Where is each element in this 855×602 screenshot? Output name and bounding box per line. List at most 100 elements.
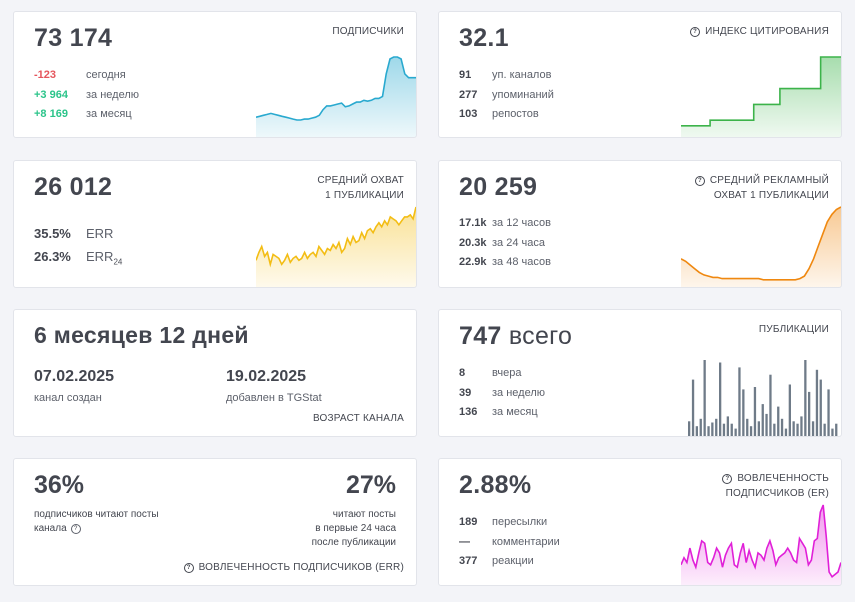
- ad-reach-12h-row: 17.1k за 12 часов: [459, 217, 551, 229]
- err-left-label: подписчиков читают посты канала?: [34, 509, 159, 534]
- reach-caption: средний охват 1 публикации: [317, 175, 404, 201]
- publications-caption: публикации: [758, 324, 829, 335]
- ad-reach-value: 20 259: [459, 173, 538, 201]
- publications-week-row: 39 за неделю: [459, 386, 546, 399]
- chart-bar: [734, 428, 737, 436]
- channel-age-value: 6 месяцев 12 дней: [34, 322, 249, 348]
- chart-bar: [773, 423, 776, 436]
- chart-bar: [800, 416, 803, 436]
- help-icon[interactable]: ?: [70, 524, 81, 534]
- publications-yesterday-row: 8 вчера: [459, 367, 522, 379]
- publications-card[interactable]: 747 всего публикации 8 вчера 39 за неделю …: [438, 309, 842, 437]
- chart-bar: [780, 418, 784, 436]
- publications-bar-chart: [688, 360, 838, 436]
- err-card[interactable]: 36% подписчиков читают посты канала? 27% …: [13, 458, 417, 586]
- chart-bar: [715, 418, 718, 436]
- publications-month-row: 136 за месяц: [459, 406, 538, 418]
- publications-stats: 8 вчера 39 за неделю 136 за месяц: [459, 364, 545, 423]
- chart-bar: [811, 421, 815, 436]
- citation-sparkline: [681, 56, 841, 137]
- chart-bar: [730, 423, 733, 436]
- reach-value: 26 012: [34, 173, 113, 201]
- chart-area: [681, 505, 841, 585]
- er-stats: 189 пересылки — комментарии 377 реакции: [459, 513, 560, 572]
- citation-mentions-row: 277 упоминаний: [459, 88, 554, 101]
- chart-bar: [804, 360, 807, 436]
- ad-reach-24h-row: 20.3k за 24 часа: [459, 236, 545, 249]
- created-label: канал создан: [34, 392, 102, 404]
- chart-bar: [784, 428, 788, 436]
- subscribers-sparkline: [256, 56, 416, 137]
- chart-bar: [757, 421, 760, 436]
- added-date: 19.02.2025: [226, 368, 307, 385]
- er-value: 2.88%: [459, 471, 532, 499]
- ad-reach-card[interactable]: 20 259 ? средний рекламный охват 1 публика…: [438, 160, 842, 288]
- citation-stats: 91 уп. каналов 277 упоминаний 103 репостов: [459, 66, 554, 125]
- chart-bar: [746, 418, 749, 436]
- citation-card[interactable]: 32.1 ? индекс цитирования 91 уп. каналов 2…: [438, 11, 842, 138]
- info-icon[interactable]: ?: [183, 563, 194, 573]
- chart-bar: [703, 360, 706, 436]
- chart-bar: [819, 379, 822, 436]
- created-date: 07.02.2025: [34, 368, 115, 385]
- citation-channels-row: 91 уп. каналов: [459, 69, 552, 81]
- chart-bar: [699, 418, 702, 436]
- chart-bar: [777, 406, 780, 436]
- chart-bar: [753, 387, 757, 436]
- chart-bar: [815, 369, 819, 436]
- chart-line: [681, 206, 841, 281]
- info-icon[interactable]: ?: [722, 474, 733, 484]
- ad-reach-stats: 17.1k за 12 часов 20.3k за 24 часа 22.9k за…: [459, 214, 551, 273]
- err-row: 35.5% ERR: [34, 226, 114, 241]
- chart-bar: [738, 367, 741, 436]
- chart-line: [681, 56, 841, 127]
- chart-line: [681, 504, 841, 578]
- er-sparkline: [681, 504, 841, 585]
- er-reactions-row: 377 реакции: [459, 555, 534, 567]
- subscribers-stats: -123 сегодня +3 964 за неделю +8 169 за мес…: [34, 66, 139, 125]
- chart-bar: [688, 421, 691, 436]
- added-label: добавлен в TGStat: [226, 392, 322, 404]
- info-icon[interactable]: ?: [690, 27, 701, 37]
- subscribers-card[interactable]: 73 174 подписчики -123 сегодня +3 964 за н…: [13, 11, 417, 138]
- subscribers-today-row: -123 сегодня: [34, 69, 126, 81]
- chart-bar: [835, 423, 838, 436]
- chart-bar: [796, 423, 799, 436]
- reach-sparkline: [256, 206, 416, 287]
- err-right-value: 27%: [345, 471, 396, 499]
- chart-bar: [691, 379, 695, 436]
- ad-reach-sparkline: [681, 206, 841, 287]
- chart-bar: [726, 416, 729, 436]
- citation-caption: ? индекс цитирования: [690, 24, 829, 39]
- chart-bar: [742, 389, 745, 436]
- chart-bar: [792, 421, 795, 436]
- subscribers-week-row: +3 964 за неделю: [34, 88, 140, 101]
- er-forwards-row: 189 пересылки: [459, 516, 548, 528]
- er-card[interactable]: 2.88% ? вовлеченность подписчиков (ER) 189…: [438, 458, 842, 586]
- chart-bar: [765, 413, 768, 436]
- subscribers-caption: подписчики: [332, 26, 404, 37]
- er-caption: ? вовлеченность подписчиков (ER): [722, 471, 829, 501]
- info-icon[interactable]: ?: [694, 176, 705, 186]
- chart-bar: [711, 422, 714, 436]
- chart-bar: [831, 428, 834, 436]
- channel-age-card[interactable]: 6 месяцев 12 дней 07.02.2025 канал созда…: [13, 309, 417, 437]
- chart-area: [681, 57, 841, 137]
- subscribers-month-row: +8 169 за месяц: [34, 108, 132, 120]
- reach-card[interactable]: 26 012 средний охват 1 публикации 35.5% ER…: [13, 160, 417, 288]
- chart-area: [256, 57, 416, 137]
- citation-reposts-row: 103 репостов: [459, 108, 539, 120]
- subscribers-count: 73 174: [34, 24, 113, 52]
- chart-line: [256, 56, 416, 121]
- ad-reach-48h-row: 22.9k за 48 часов: [459, 256, 551, 268]
- err-right-label: читают посты в первые 24 часа после публик…: [311, 509, 396, 548]
- chart-bar: [719, 362, 722, 436]
- chart-bar: [769, 374, 772, 436]
- chart-bar: [722, 423, 726, 436]
- chart-bar: [749, 426, 753, 436]
- chart-bar: [788, 384, 791, 436]
- chart-line: [256, 206, 416, 268]
- reach-stats: 35.5% ERR 26.3% ERR24: [34, 222, 122, 268]
- chart-bar: [707, 426, 710, 436]
- er-comments-row: — комментарии: [459, 535, 560, 548]
